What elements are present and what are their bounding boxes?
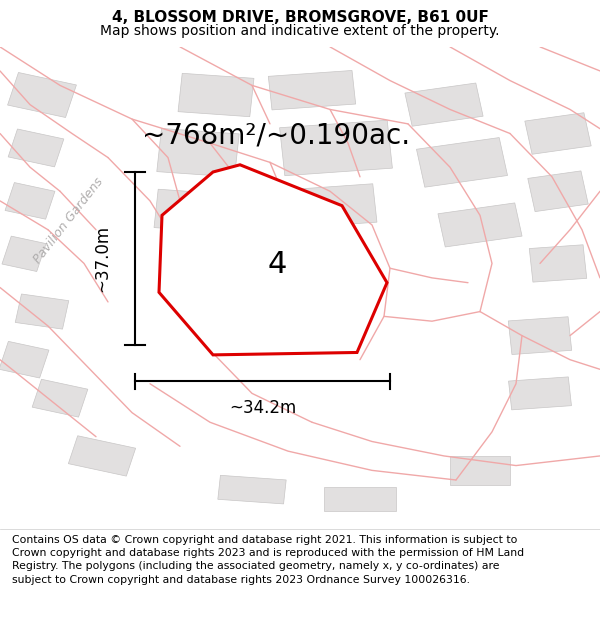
Polygon shape xyxy=(5,182,55,219)
Polygon shape xyxy=(509,377,571,410)
Polygon shape xyxy=(405,83,483,126)
Polygon shape xyxy=(528,171,588,212)
Text: Map shows position and indicative extent of the property.: Map shows position and indicative extent… xyxy=(100,24,500,39)
Polygon shape xyxy=(450,456,510,485)
Polygon shape xyxy=(280,120,392,176)
Polygon shape xyxy=(32,379,88,417)
Polygon shape xyxy=(416,138,508,187)
Polygon shape xyxy=(525,112,591,154)
Polygon shape xyxy=(154,189,218,232)
Text: 4: 4 xyxy=(268,250,287,279)
Polygon shape xyxy=(438,203,522,247)
Polygon shape xyxy=(8,129,64,167)
Polygon shape xyxy=(68,436,136,476)
Polygon shape xyxy=(178,73,254,117)
Text: ~34.2m: ~34.2m xyxy=(229,399,296,417)
Polygon shape xyxy=(157,129,239,177)
Polygon shape xyxy=(295,184,377,228)
Polygon shape xyxy=(15,294,69,329)
Text: Contains OS data © Crown copyright and database right 2021. This information is : Contains OS data © Crown copyright and d… xyxy=(12,535,524,584)
Polygon shape xyxy=(508,317,572,354)
Polygon shape xyxy=(8,72,76,118)
Polygon shape xyxy=(2,236,46,271)
Polygon shape xyxy=(324,488,396,511)
Polygon shape xyxy=(218,476,286,504)
Polygon shape xyxy=(159,165,387,355)
Text: ~768m²/~0.190ac.: ~768m²/~0.190ac. xyxy=(142,122,410,150)
Polygon shape xyxy=(0,341,49,378)
Text: 4, BLOSSOM DRIVE, BROMSGROVE, B61 0UF: 4, BLOSSOM DRIVE, BROMSGROVE, B61 0UF xyxy=(112,10,488,25)
Polygon shape xyxy=(529,245,587,282)
Text: Pavilion Gardens: Pavilion Gardens xyxy=(32,175,106,266)
Text: ~37.0m: ~37.0m xyxy=(93,225,111,292)
Polygon shape xyxy=(268,71,356,110)
